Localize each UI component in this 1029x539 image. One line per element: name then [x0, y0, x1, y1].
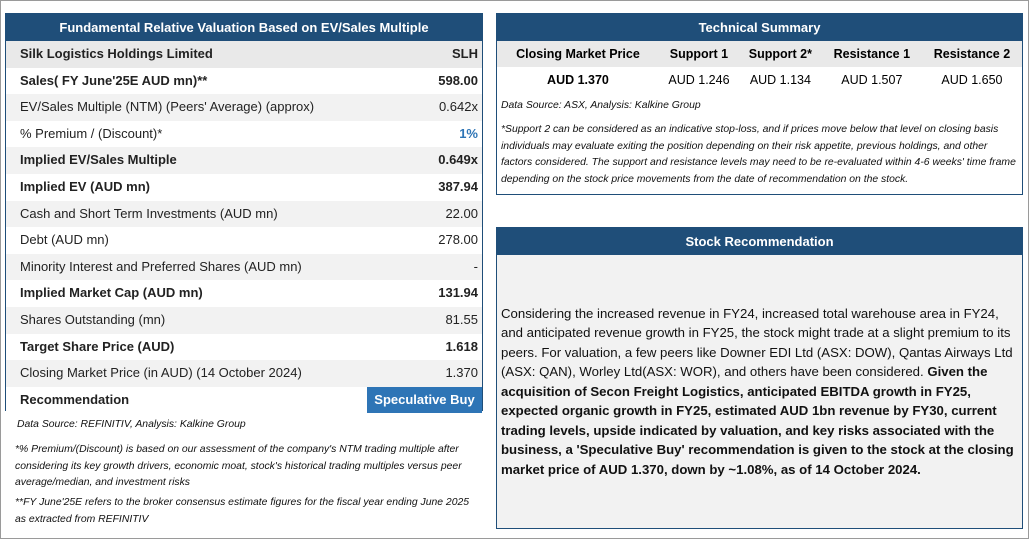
row-label: Minority Interest and Preferred Shares (… [20, 258, 302, 274]
valuation-title: Fundamental Relative Valuation Based on … [6, 14, 482, 41]
technical-summary: Technical Summary Closing Market Price Su… [496, 13, 1023, 195]
row-value: 22.00 [445, 205, 478, 221]
row-value: 0.642x [438, 99, 478, 115]
table-row: % Premium / (Discount)* 1% [6, 120, 482, 148]
header-cell: Support 1 [669, 47, 729, 61]
row-label: Target Share Price (AUD) [20, 338, 175, 354]
row-value: 1% [459, 125, 478, 141]
table-row: Implied EV/Sales Multiple 0.649x [6, 147, 482, 174]
row-value: Speculative Buy [367, 386, 482, 414]
row-value: 81.55 [445, 312, 478, 327]
valuation-table: Fundamental Relative Valuation Based on … [5, 13, 483, 414]
table-row: Implied EV (AUD mn) 387.94 [6, 174, 482, 201]
row-value: 278.00 [438, 232, 478, 248]
header-cell: Resistance 2 [933, 47, 1011, 61]
technical-note: *Support 2 can be considered as an indic… [501, 124, 1016, 185]
table-row: Closing Market Price (in AUD) (14 Octobe… [6, 360, 482, 387]
row-value: 131.94 [438, 285, 478, 301]
ticker: SLH [452, 46, 478, 61]
recommendation-title: Stock Recommendation [497, 228, 1022, 255]
header-cell: Support 2* [748, 47, 812, 61]
row-label: Closing Market Price (in AUD) (14 Octobe… [20, 365, 302, 381]
table-row: Minority Interest and Preferred Shares (… [6, 253, 482, 281]
technical-title: Technical Summary [497, 14, 1022, 41]
valuation-source: Data Source: REFINITIV, Analysis: Kalkin… [17, 419, 246, 430]
row-value: 387.94 [438, 179, 478, 194]
table-row: Recommendation Speculative Buy [6, 386, 482, 414]
row-label: Cash and Short Term Investments (AUD mn) [20, 205, 278, 221]
header-cell: Closing Market Price [516, 47, 640, 61]
row-value: 1.370 [445, 365, 478, 381]
row-value: 598.00 [438, 72, 478, 88]
row-label: % Premium / (Discount)* [20, 125, 163, 141]
rows: Silk Logistics Holdings Limited SLH Sale… [6, 41, 482, 414]
table-row: Shares Outstanding (mn) 81.55 [6, 307, 482, 334]
company: Silk Logistics Holdings Limited [20, 46, 213, 61]
company-row: Silk Logistics Holdings Limited SLH [6, 41, 482, 68]
value-cell: AUD 1.246 [668, 72, 730, 87]
row-label: Implied EV/Sales Multiple [20, 152, 177, 168]
row-value: - [473, 258, 478, 274]
row-label: Recommendation [20, 391, 130, 407]
table-row: Implied Market Cap (AUD mn) 131.94 [6, 280, 482, 307]
value-cell: AUD 1.650 [941, 72, 1003, 87]
header-cell: Resistance 1 [833, 47, 911, 61]
row-label: EV/Sales Multiple (NTM) (Peers' Average)… [20, 99, 315, 115]
technical-source: Data Source: ASX, Analysis: Kalkine Grou… [501, 100, 701, 111]
table-row: Sales( FY June'25E AUD mn)** 598.00 [6, 67, 482, 95]
value-cell: AUD 1.134 [749, 72, 811, 87]
table-row: EV/Sales Multiple (NTM) (Peers' Average)… [6, 94, 482, 121]
value-cell: AUD 1.370 [547, 72, 609, 87]
stock-recommendation: Stock Recommendation Considering the inc… [496, 227, 1023, 529]
recommendation-text: Considering the increased revenue in FY2… [501, 304, 1016, 480]
text: Considering the increased revenue in FY2… [501, 305, 1013, 380]
technical-table: Closing Market Price Support 1 Support 2* R… [497, 41, 1022, 92]
row-label: Implied EV (AUD mn) [20, 179, 151, 194]
row-label: Sales( FY June'25E AUD mn)** [20, 72, 208, 88]
valuation-note: **FY June'25E refers to the broker conse… [15, 497, 470, 525]
bold-text: Given the acquisition of Secon Freight L… [501, 364, 1014, 477]
row-label: Shares Outstanding (mn) [20, 312, 166, 327]
row-value: 0.649x [438, 152, 478, 168]
table-row: Cash and Short Term Investments (AUD mn)… [6, 200, 482, 228]
valuation-note: *% Premium/(Discount) is based on our as… [15, 444, 462, 488]
value-cell: AUD 1.507 [841, 72, 903, 87]
recommendation-body: Considering the increased revenue in FY2… [501, 255, 1016, 528]
row-value: 1.618 [445, 338, 478, 354]
value-row: AUD 1.370 AUD 1.246 AUD 1.134 AUD 1.507 AUD … [497, 67, 1022, 92]
table-row: Debt (AUD mn) 278.00 [6, 227, 482, 254]
header-row: Closing Market Price Support 1 Support 2* R… [497, 41, 1022, 67]
table-row: Target Share Price (AUD) 1.618 [6, 333, 482, 361]
row-label: Debt (AUD mn) [20, 232, 109, 248]
row-label: Implied Market Cap (AUD mn) [20, 285, 203, 301]
